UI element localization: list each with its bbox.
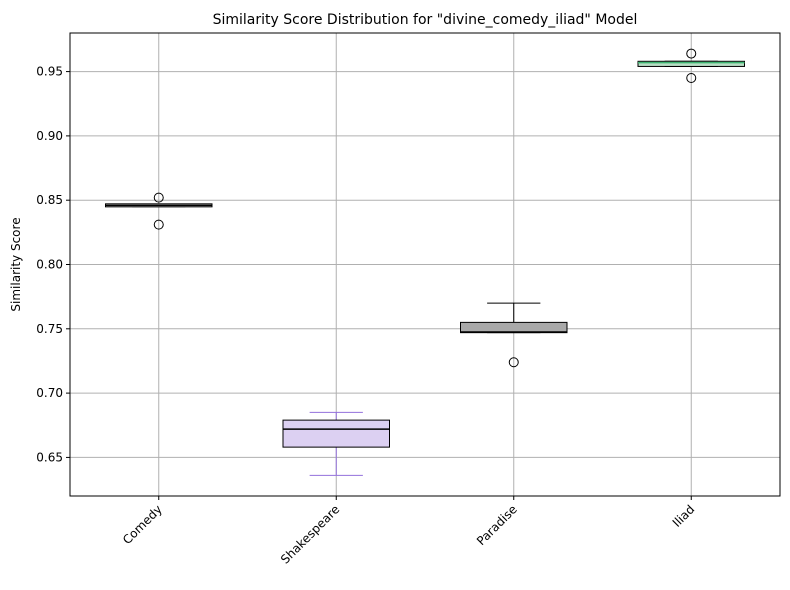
outlier-point — [153, 192, 164, 203]
boxes-layer — [105, 48, 745, 476]
x-tick-label: Paradise — [474, 502, 520, 548]
iqr-box — [460, 321, 568, 334]
axis-ticks: 0.65 0.70 0.75 0.80 0.85 0.90 0.95 Comedy Shakes… — [36, 65, 697, 567]
y-tick-label: 0.90 — [36, 129, 63, 143]
grid-lines — [70, 33, 780, 496]
x-tick-label: Shakespeare — [278, 502, 342, 566]
x-tick-label: Comedy — [120, 502, 165, 547]
box-shakespeare — [282, 411, 390, 476]
outlier-point — [508, 357, 519, 368]
box-iliad — [637, 48, 745, 84]
chart-title: Similarity Score Distribution for "divin… — [213, 12, 638, 28]
y-tick-label: 0.95 — [36, 65, 63, 79]
box-paradise — [460, 302, 568, 368]
iqr-box — [637, 60, 745, 67]
y-axis-title: Similarity Score — [9, 217, 23, 311]
y-tick-label: 0.75 — [36, 322, 63, 336]
y-tick-label: 0.70 — [36, 386, 63, 400]
box-comedy — [105, 192, 213, 230]
outlier-point — [153, 219, 164, 230]
x-tick-label: Iliad — [670, 502, 698, 530]
iqr-box — [282, 419, 390, 448]
outlier-point — [686, 48, 697, 59]
outlier-point — [686, 73, 697, 84]
y-tick-label: 0.80 — [36, 258, 63, 272]
y-tick-label: 0.85 — [36, 193, 63, 207]
y-tick-label: 0.65 — [36, 450, 63, 464]
